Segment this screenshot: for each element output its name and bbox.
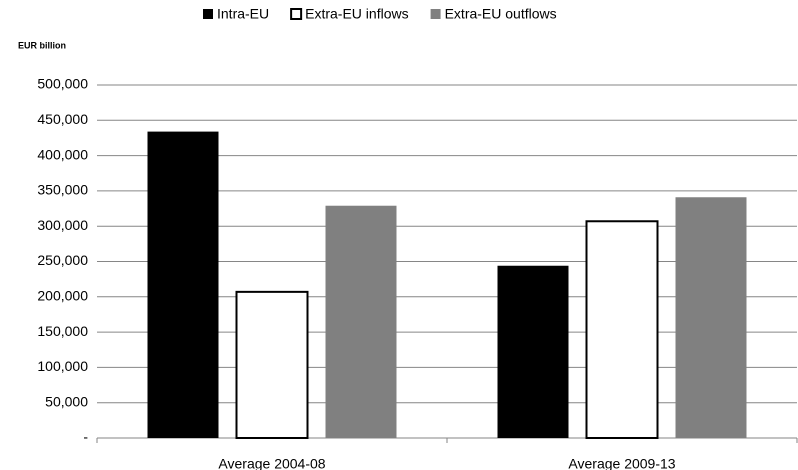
legend-label: Intra-EU	[217, 6, 269, 22]
y-tick-label: 100,000	[37, 358, 88, 374]
bar	[235, 290, 309, 439]
bar	[147, 131, 219, 438]
y-tick-label: -	[83, 429, 88, 445]
y-tick-label: 200,000	[37, 288, 88, 304]
bar	[497, 265, 569, 438]
x-tick-label: Average 2009-13	[568, 456, 675, 470]
y-tick-label: 450,000	[37, 111, 88, 127]
legend-label: Extra-EU outflows	[445, 6, 557, 22]
bar	[675, 197, 747, 438]
legend-marker	[430, 9, 441, 19]
y-tick-label: 50,000	[45, 393, 88, 409]
y-tick-label: 500,000	[37, 76, 88, 92]
y-tick-label: 400,000	[37, 146, 88, 162]
y-tick-label: 250,000	[37, 252, 88, 268]
y-unit-label: EUR billion	[18, 40, 66, 50]
y-tick-label: 300,000	[37, 217, 88, 233]
legend-label: Extra-EU inflows	[305, 6, 408, 22]
legend-marker	[203, 9, 213, 19]
legend-marker	[290, 8, 303, 20]
y-tick-label: 350,000	[37, 182, 88, 198]
bar	[585, 220, 659, 439]
y-tick-label: 150,000	[37, 323, 88, 339]
bar	[325, 205, 397, 438]
x-tick-label: Average 2004-08	[218, 456, 325, 470]
